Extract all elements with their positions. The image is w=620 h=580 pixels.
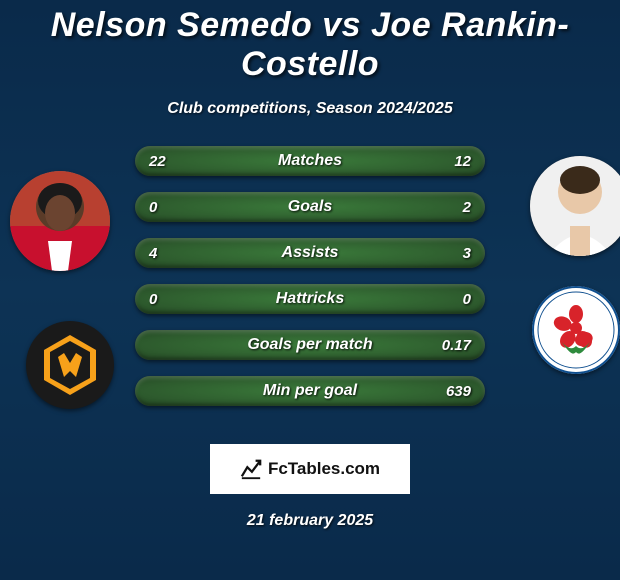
avatar-silhouette-icon — [10, 171, 110, 271]
stats-bars: 22 Matches 12 0 Goals 2 4 Assists 3 0 Ha… — [135, 146, 485, 406]
player-left-club-badge — [26, 321, 114, 409]
avatar-silhouette-icon — [530, 156, 620, 256]
stat-label: Assists — [282, 244, 339, 262]
stat-row-assists: 4 Assists 3 — [135, 238, 485, 268]
stat-row-goals: 0 Goals 2 — [135, 192, 485, 222]
stat-left-value: 4 — [149, 245, 157, 262]
brand-text: FcTables.com — [268, 459, 380, 479]
page-title: Nelson Semedo vs Joe Rankin-Costello — [0, 0, 620, 84]
player-right-club-badge — [532, 286, 620, 374]
stat-row-matches: 22 Matches 12 — [135, 146, 485, 176]
stat-right-value: 0.17 — [442, 337, 471, 354]
stat-label: Matches — [278, 152, 342, 170]
stat-right-value: 2 — [463, 199, 471, 216]
player-right-avatar — [530, 156, 620, 256]
club-badge-icon — [532, 286, 620, 374]
stat-left-value: 0 — [149, 291, 157, 308]
stat-left-value: 0 — [149, 199, 157, 216]
comparison-panel: 22 Matches 12 0 Goals 2 4 Assists 3 0 Ha… — [0, 146, 620, 436]
stat-row-hattricks: 0 Hattricks 0 — [135, 284, 485, 314]
stat-row-goals-per-match: Goals per match 0.17 — [135, 330, 485, 360]
stat-left-value: 22 — [149, 153, 166, 170]
snapshot-date: 21 february 2025 — [0, 512, 620, 530]
stat-right-value: 3 — [463, 245, 471, 262]
brand-badge: FcTables.com — [210, 444, 410, 494]
page-subtitle: Club competitions, Season 2024/2025 — [0, 100, 620, 118]
stat-label: Hattricks — [276, 290, 344, 308]
stat-label: Min per goal — [263, 382, 357, 400]
stat-right-value: 12 — [454, 153, 471, 170]
club-badge-icon — [42, 333, 98, 397]
stat-right-value: 639 — [446, 383, 471, 400]
player-left-avatar — [10, 171, 110, 271]
stat-label: Goals — [288, 198, 332, 216]
stat-label: Goals per match — [247, 336, 372, 354]
stat-right-value: 0 — [463, 291, 471, 308]
chart-icon — [240, 458, 262, 480]
stat-row-min-per-goal: Min per goal 639 — [135, 376, 485, 406]
